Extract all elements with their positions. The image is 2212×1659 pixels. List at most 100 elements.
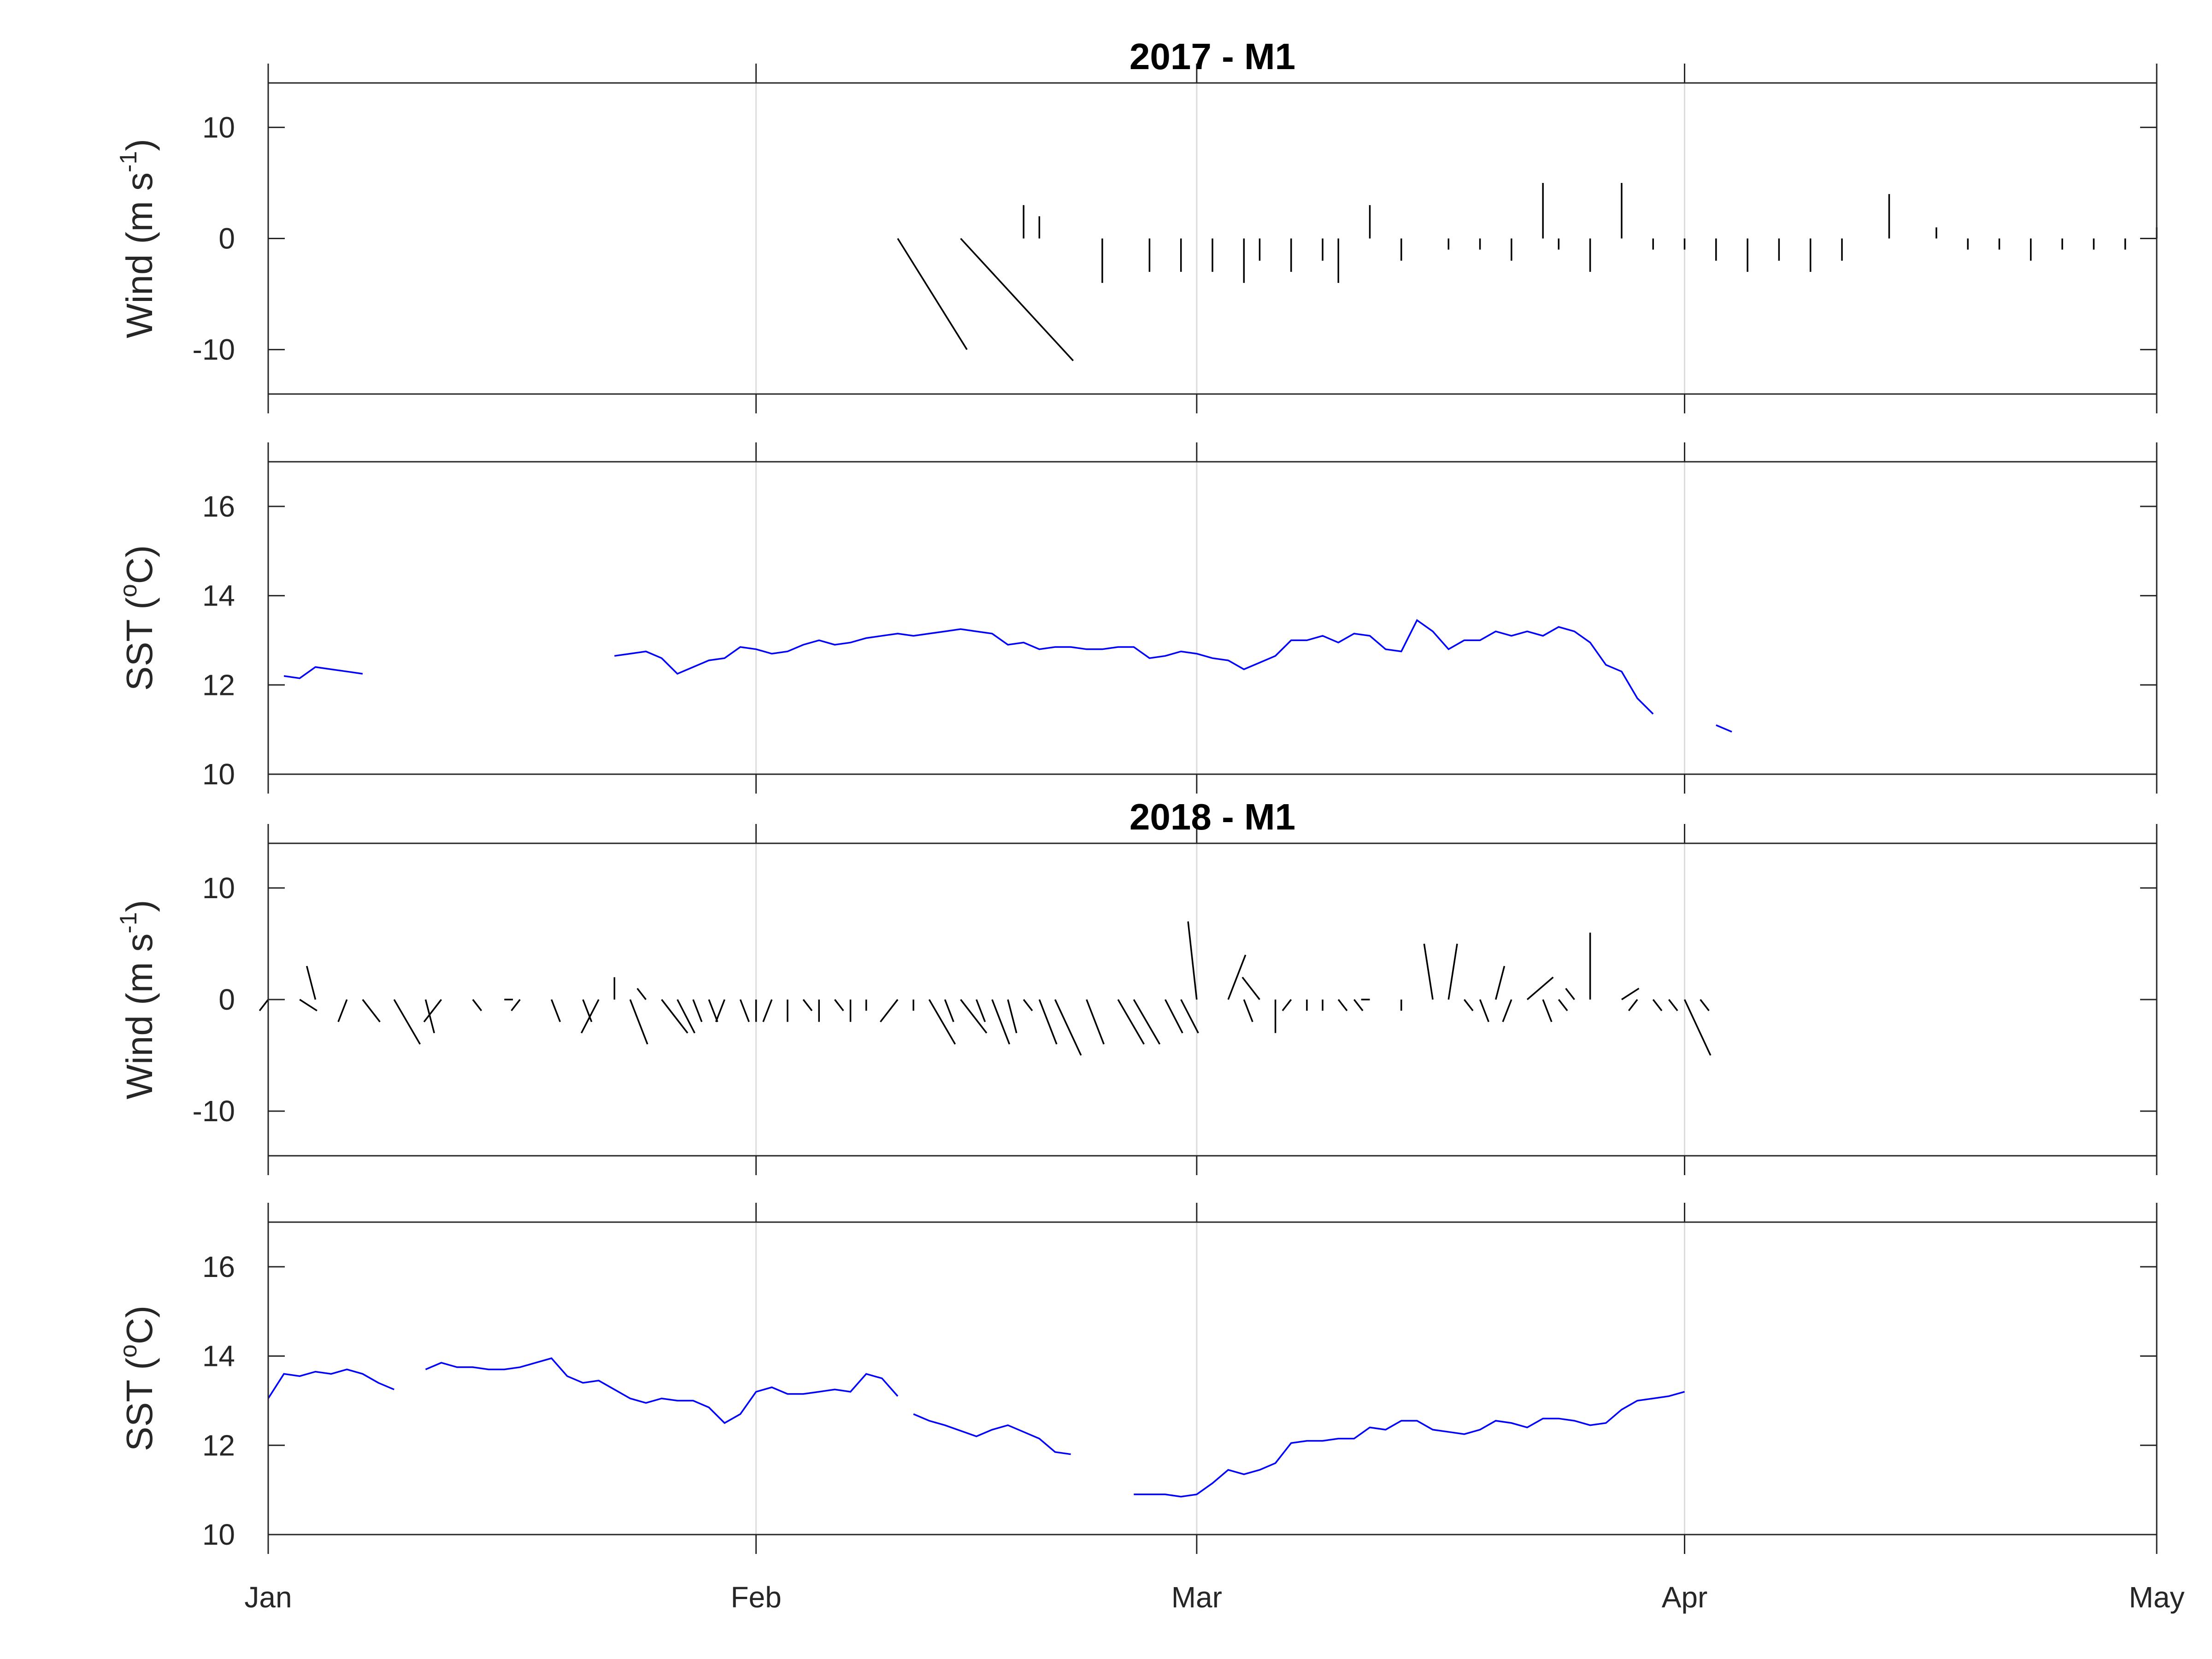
wind-vector xyxy=(306,965,317,1000)
wind-vector xyxy=(362,999,381,1023)
wind-vector xyxy=(1187,921,1198,1000)
sst-line-segment xyxy=(1134,1391,1685,1498)
x-tick-label: Apr xyxy=(1662,1581,1708,1614)
wind-vector xyxy=(1243,999,1253,1023)
y-axis-label: Wind (m s-1) xyxy=(115,139,160,338)
axes-box xyxy=(267,1221,2158,1535)
wind-vector xyxy=(1117,999,1145,1045)
wind-vector xyxy=(423,999,442,1023)
wind-vector xyxy=(1526,977,1554,1000)
y-tick-label: -10 xyxy=(193,333,235,366)
wind-vector xyxy=(393,999,421,1045)
sst-2018-panel: 10 12 14 16 SST (oC) xyxy=(115,1203,2158,1554)
wind-vector xyxy=(1038,999,1058,1045)
wind-vector xyxy=(299,999,318,1012)
wind-vector xyxy=(960,238,1074,361)
y-axis-label: SST (oC) xyxy=(115,1306,160,1451)
wind-vector xyxy=(1282,999,1292,1012)
wind-vector xyxy=(1565,988,1575,1000)
wind-vector xyxy=(636,988,647,1000)
wind-vector xyxy=(1423,943,1434,1000)
wind-vector xyxy=(1353,999,1364,1012)
y-tick-label: 14 xyxy=(202,1340,235,1373)
wind-vector xyxy=(1447,943,1458,1000)
x-tick-label: May xyxy=(2129,1581,2185,1614)
wind-vector xyxy=(1502,999,1512,1023)
wind-vector xyxy=(582,999,593,1023)
y-tick-label: 10 xyxy=(202,871,235,905)
wind-vector xyxy=(424,999,435,1034)
wind-vector xyxy=(1337,999,1348,1012)
wind-vector xyxy=(1227,954,1247,1000)
sst-line-segment xyxy=(913,1413,1071,1455)
wind-vector xyxy=(944,999,954,1023)
panel-title: 2017 - M1 xyxy=(1130,36,1295,77)
wind-vector xyxy=(762,999,773,1023)
x-tick-label: Jan xyxy=(244,1581,292,1614)
wind-vector xyxy=(337,999,348,1023)
wind-vector xyxy=(259,999,269,1012)
wind-2017-panel: -10 0 10 Wind (m s-1) 2017 - M1 xyxy=(115,36,2158,413)
wind-vector xyxy=(715,999,725,1023)
wind-vector xyxy=(1558,999,1568,1012)
wind-vector xyxy=(1628,999,1638,1012)
wind-vector xyxy=(1683,999,1712,1056)
y-tick-label: 16 xyxy=(202,1250,235,1283)
sst-line-segment xyxy=(614,619,1654,715)
wind-vector xyxy=(834,999,844,1012)
x-tick-label: Mar xyxy=(1171,1581,1222,1614)
y-tick-label: 10 xyxy=(202,111,235,144)
sst-2017-panel: 10 12 14 16 SST (oC) xyxy=(115,442,2158,794)
y-tick-label: 10 xyxy=(202,1518,235,1551)
wind-vector xyxy=(1054,999,1082,1056)
wind-2018-panel: -10 0 10 Wind (m s-1) 2018 - M1 xyxy=(115,796,2158,1175)
wind-vector xyxy=(581,999,600,1034)
y-tick-label: 16 xyxy=(202,490,235,523)
x-tick-label: Feb xyxy=(731,1581,782,1614)
y-axis-label: Wind (m s-1) xyxy=(115,900,160,1100)
wind-vector xyxy=(880,999,899,1023)
y-axis-label: SST (oC) xyxy=(115,545,160,691)
wind-vector xyxy=(897,238,968,350)
sst-line-segment xyxy=(283,666,363,679)
sst-line-segment xyxy=(1716,724,1732,733)
sst-line-segment xyxy=(425,1357,899,1424)
y-tick-label: 14 xyxy=(202,579,235,612)
wind-vector xyxy=(1621,988,1640,1000)
wind-vector xyxy=(677,999,696,1034)
x-tick-labels: Jan Feb Mar Apr May xyxy=(244,1581,2184,1614)
wind-vector xyxy=(802,999,813,1012)
wind-vector xyxy=(1652,999,1663,1012)
wind-vector xyxy=(1241,977,1260,1000)
wind-vector xyxy=(960,999,988,1034)
wind-vector xyxy=(1700,999,1710,1012)
wind-vector xyxy=(1495,965,1506,1000)
wind-vector xyxy=(511,999,521,1012)
wind-vector xyxy=(1542,999,1553,1023)
y-tick-label: 12 xyxy=(202,1429,235,1462)
axes-box xyxy=(267,461,2158,775)
wind-vector xyxy=(1023,999,1033,1012)
wind-vector xyxy=(1668,999,1678,1012)
wind-vector xyxy=(739,999,750,1023)
wind-vector xyxy=(976,999,986,1023)
wind-vector xyxy=(1464,999,1474,1012)
wind-vector xyxy=(991,999,1011,1045)
panel-title: 2018 - M1 xyxy=(1130,796,1295,837)
wind-vector xyxy=(1007,999,1018,1034)
y-tick-label: 12 xyxy=(202,668,235,701)
wind-vector xyxy=(629,999,648,1045)
y-tick-label: 0 xyxy=(218,983,235,1016)
sst-line-segment xyxy=(267,1368,394,1399)
wind-vector xyxy=(661,999,688,1034)
wind-vector xyxy=(708,999,718,1023)
wind-vector xyxy=(1133,999,1161,1045)
y-tick-label: 10 xyxy=(202,758,235,791)
y-tick-label: -10 xyxy=(193,1094,235,1128)
wind-vector xyxy=(1086,999,1105,1045)
wind-vector xyxy=(1164,999,1183,1034)
wind-vector xyxy=(1180,999,1199,1034)
wind-vector xyxy=(1479,999,1489,1023)
wind-vector xyxy=(551,999,561,1023)
